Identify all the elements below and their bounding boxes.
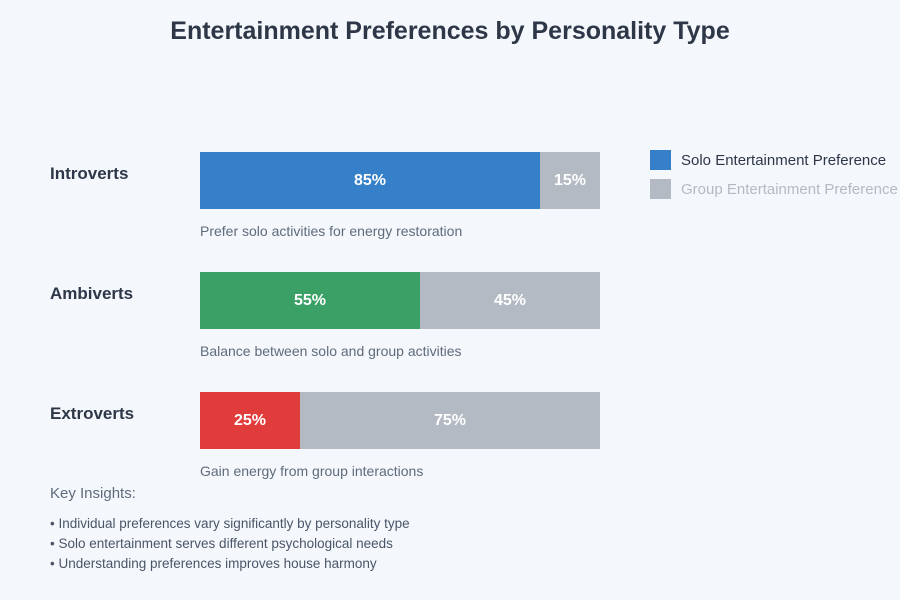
insight-bullet: • Individual preferences vary significan… bbox=[50, 516, 410, 531]
stacked-bar-introverts: 85% 15% bbox=[200, 152, 600, 209]
legend: Solo Entertainment Preference Group Ente… bbox=[650, 150, 898, 208]
chart-row-extroverts: Extroverts 25% 75% Gain energy from grou… bbox=[0, 392, 900, 502]
chart-row-introverts: Introverts 85% 15% Prefer solo activitie… bbox=[0, 152, 900, 262]
solo-bar-segment: 25% bbox=[200, 392, 300, 449]
group-percent-label: 15% bbox=[553, 171, 587, 189]
row-caption: Balance between solo and group activitie… bbox=[200, 343, 462, 359]
legend-item-group: Group Entertainment Preference bbox=[650, 179, 898, 199]
row-caption: Gain energy from group interactions bbox=[200, 463, 424, 479]
category-label-introverts: Introverts bbox=[50, 164, 129, 183]
legend-label-solo: Solo Entertainment Preference bbox=[681, 151, 887, 169]
group-legend-swatch-icon bbox=[650, 179, 671, 199]
category-label-extroverts: Extroverts bbox=[50, 404, 135, 423]
legend-label-group: Group Entertainment Preference bbox=[681, 180, 898, 198]
page-title: Entertainment Preferences by Personality… bbox=[170, 17, 730, 45]
stacked-bar-ambiverts: 55% 45% bbox=[200, 272, 600, 329]
group-bar-segment: 15% bbox=[540, 152, 600, 209]
row-caption: Prefer solo activities for energy restor… bbox=[200, 223, 463, 239]
chart-row-ambiverts: Ambiverts 55% 45% Balance between solo a… bbox=[0, 272, 900, 382]
legend-item-solo: Solo Entertainment Preference bbox=[650, 150, 898, 170]
solo-legend-swatch-icon bbox=[650, 150, 671, 170]
group-percent-label: 75% bbox=[433, 411, 467, 429]
group-percent-label: 45% bbox=[493, 291, 527, 309]
group-bar-segment: 45% bbox=[420, 272, 600, 329]
solo-percent-label: 85% bbox=[353, 171, 387, 189]
category-label-ambiverts: Ambiverts bbox=[50, 284, 134, 303]
group-bar-segment: 75% bbox=[300, 392, 600, 449]
solo-bar-segment: 55% bbox=[200, 272, 420, 329]
insight-bullet: • Solo entertainment serves different ps… bbox=[50, 536, 393, 551]
stacked-bar-extroverts: 25% 75% bbox=[200, 392, 600, 449]
key-insights: Key Insights: • Individual preferences v… bbox=[50, 485, 610, 574]
insight-bullet: • Understanding preferences improves hou… bbox=[50, 556, 377, 571]
solo-percent-label: 25% bbox=[233, 411, 267, 429]
insights-heading: Key Insights: bbox=[50, 485, 136, 502]
solo-percent-label: 55% bbox=[293, 291, 327, 309]
solo-bar-segment: 85% bbox=[200, 152, 540, 209]
